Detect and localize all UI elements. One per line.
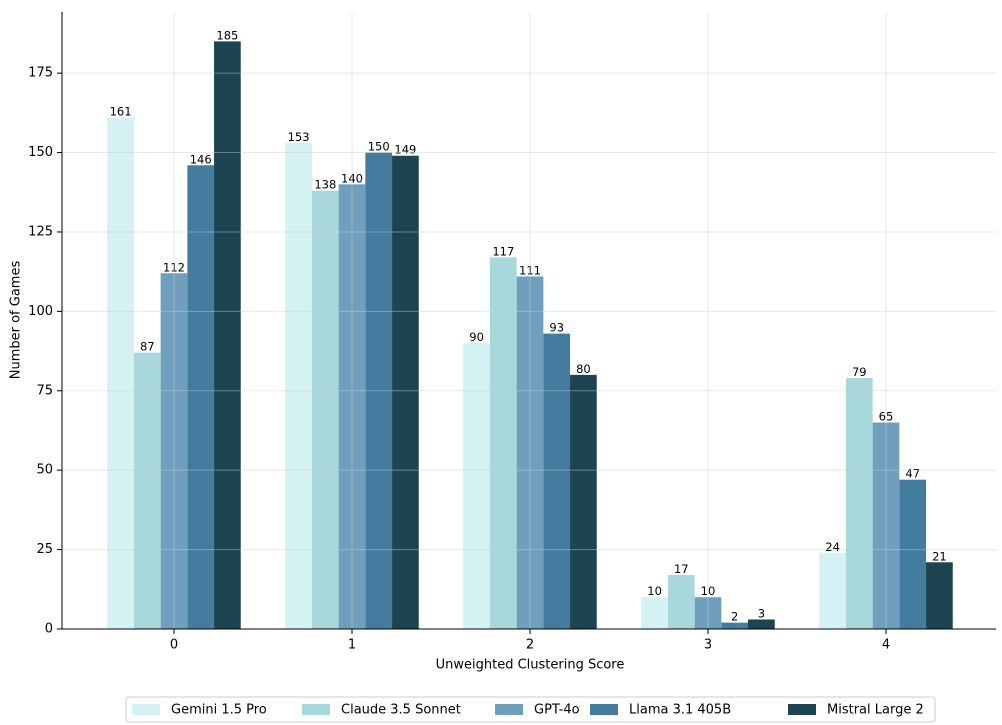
x-tick-label: 3 (704, 638, 712, 653)
legend-label: Gemini 1.5 Pro (171, 703, 267, 718)
value-label: 138 (314, 178, 336, 192)
y-tick-label: 175 (28, 66, 53, 81)
legend-label: Llama 3.1 405B (629, 703, 731, 718)
y-tick-label: 150 (28, 145, 53, 160)
y-tick-label: 75 (36, 383, 53, 398)
bar (516, 276, 544, 629)
legend: Gemini 1.5 Pro Claude 3.5 Sonnet GPT-4o Lla… (125, 696, 936, 723)
bar (463, 343, 490, 629)
value-label: 117 (492, 244, 514, 258)
value-label: 17 (674, 562, 689, 576)
bar (107, 117, 134, 629)
legend-swatch (302, 704, 330, 715)
value-label: 10 (647, 584, 662, 598)
bar (365, 152, 393, 629)
y-tick-label: 100 (28, 304, 53, 319)
bar (160, 273, 188, 629)
value-label: 10 (701, 584, 716, 598)
value-label: 47 (905, 467, 920, 481)
value-label: 112 (163, 260, 185, 274)
x-axis-label: Unweighted Clustering Score (436, 658, 625, 673)
value-label: 153 (288, 130, 310, 144)
bar (721, 622, 749, 629)
value-label: 24 (825, 540, 840, 554)
legend-frame (125, 696, 936, 723)
x-tick-label: 4 (882, 638, 890, 653)
bar (872, 422, 900, 629)
value-label: 3 (758, 606, 765, 620)
legend-swatch (788, 704, 816, 715)
bar (845, 378, 873, 629)
bar (133, 352, 161, 629)
bar (338, 184, 366, 630)
bar (187, 165, 215, 630)
bar (819, 552, 846, 629)
legend-swatch (132, 704, 160, 715)
value-label: 90 (469, 330, 484, 344)
legend-label: GPT-4o (534, 703, 580, 718)
bar (285, 143, 312, 629)
bar (543, 333, 571, 629)
bar (899, 479, 927, 629)
y-tick-label: 25 (36, 542, 53, 557)
bar (926, 562, 953, 629)
y-tick-label: 125 (28, 224, 53, 239)
value-label: 140 (341, 171, 363, 185)
legend-swatch (495, 704, 523, 715)
value-label: 149 (394, 143, 416, 157)
x-tick-label: 0 (170, 638, 178, 653)
value-label: 93 (549, 321, 564, 335)
y-axis-label: Number of Games (9, 261, 24, 380)
legend-swatch (590, 704, 618, 715)
legend-label: Claude 3.5 Sonnet (341, 703, 461, 718)
bar (694, 597, 722, 629)
bar (667, 575, 695, 629)
value-label: 185 (216, 28, 238, 42)
bar (570, 374, 597, 629)
bar (641, 597, 668, 629)
value-label: 87 (140, 340, 155, 354)
bar (748, 619, 775, 629)
value-label: 79 (852, 365, 867, 379)
bar (392, 155, 419, 629)
value-label: 21 (932, 549, 947, 563)
value-label: 65 (879, 410, 894, 424)
value-label: 150 (368, 140, 390, 154)
value-label: 146 (190, 152, 212, 166)
value-label: 2 (731, 610, 738, 624)
x-tick-label: 2 (526, 638, 534, 653)
value-label: 161 (110, 105, 132, 119)
value-label: 111 (519, 263, 541, 277)
legend-label: Mistral Large 2 (827, 703, 924, 718)
bar (214, 41, 241, 629)
bar (489, 257, 517, 629)
x-tick-label: 1 (348, 638, 356, 653)
value-label: 80 (576, 362, 591, 376)
y-tick-label: 0 (45, 622, 53, 637)
bar (311, 190, 339, 629)
y-tick-label: 50 (36, 463, 53, 478)
